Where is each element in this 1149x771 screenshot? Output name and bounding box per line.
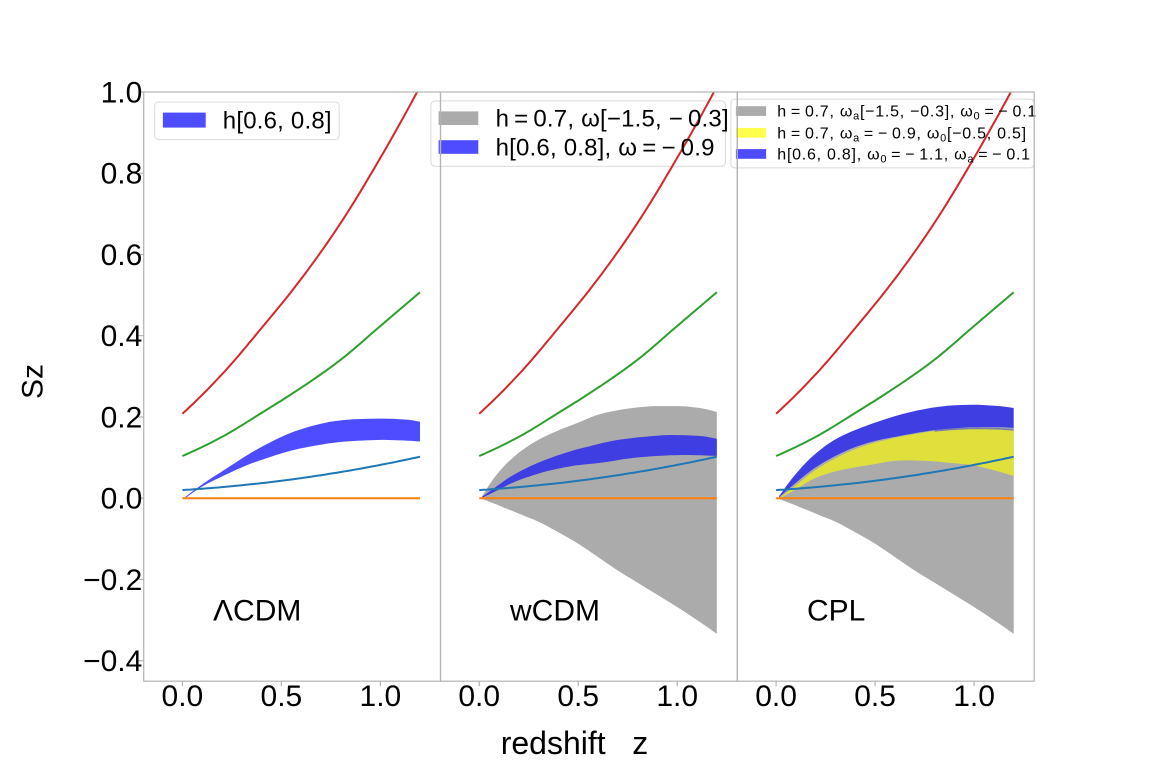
svg-text:0.8: 0.8 [101,158,143,191]
svg-text:CPL: CPL [807,595,865,628]
svg-text:−0.2: −0.2 [83,564,142,597]
svg-text:0.6: 0.6 [101,239,143,272]
svg-text:0.2: 0.2 [101,402,143,435]
svg-text:ΛCDM: ΛCDM [213,595,301,628]
svg-text:h = 0.7, ω[−1.5, − 0.3]: h = 0.7, ω[−1.5, − 0.3] [496,106,729,133]
svg-text:0.0: 0.0 [101,483,143,516]
svg-text:1.0: 1.0 [953,680,995,713]
svg-text:h[0.6, 0.8]: h[0.6, 0.8] [223,108,332,135]
svg-text:0.5: 0.5 [557,680,599,713]
svg-text:h[0.6, 0.8], ω0 = − 1.1, ωa =: h[0.6, 0.8], ω0 = − 1.1, ωa = − 0.1 [777,147,1031,166]
svg-text:Sz: Sz [17,364,50,399]
svg-text:h[0.6, 0.8], ω = − 0.9: h[0.6, 0.8], ω = − 0.9 [496,134,715,161]
svg-text:0.5: 0.5 [854,680,896,713]
svg-text:0.0: 0.0 [458,680,500,713]
svg-text:1.0: 1.0 [101,77,143,110]
svg-text:h = 0.7, ωa[−1.5, −0.3], ω0 =: h = 0.7, ωa[−1.5, −0.3], ω0 = − 0.1 [777,104,1037,123]
svg-text:0.0: 0.0 [162,680,204,713]
svg-text:0.0: 0.0 [755,680,797,713]
svg-text:1.0: 1.0 [656,680,698,713]
svg-text:0.5: 0.5 [261,680,303,713]
svg-text:0.4: 0.4 [101,320,143,353]
svg-text:redshift z: redshift z [501,725,649,761]
svg-text:h = 0.7, ωa = − 0.9, ω0[−0.5,: h = 0.7, ωa = − 0.9, ω0[−0.5, 0.5] [777,125,1027,144]
svg-text:−0.4: −0.4 [83,645,142,678]
svg-text:wCDM: wCDM [509,595,600,628]
svg-text:1.0: 1.0 [360,680,402,713]
